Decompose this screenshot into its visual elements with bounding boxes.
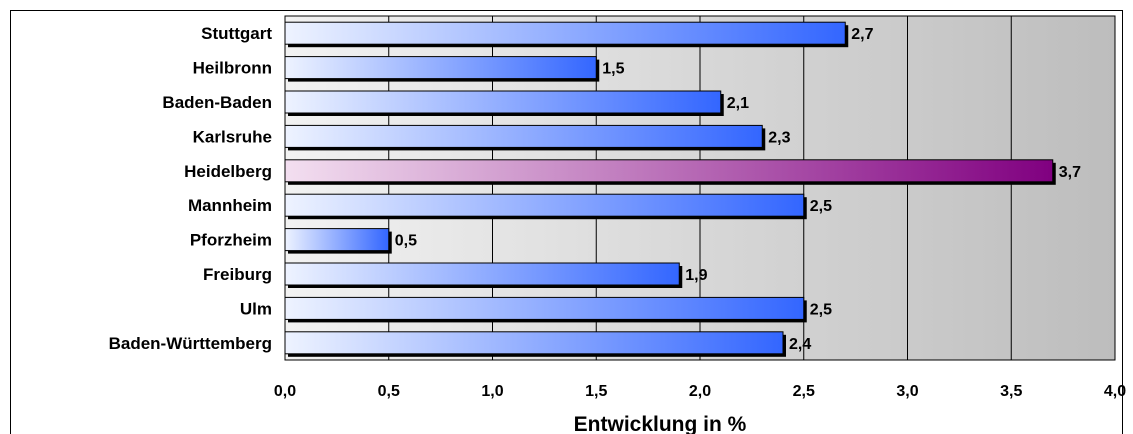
chart-frame xyxy=(10,10,1123,434)
data-label: 2,5 xyxy=(810,198,832,215)
category-label: Stuttgart xyxy=(201,24,272,43)
data-label: 2,1 xyxy=(727,95,749,112)
bar xyxy=(284,90,722,114)
x-tick-label: 2,5 xyxy=(793,383,815,400)
data-label: 0,5 xyxy=(395,233,417,250)
bar xyxy=(284,124,763,148)
bars: 2,7 1,5 2,1 2,3 3,7 2,5 0,5 1,9 2,5 2,4 xyxy=(284,21,1081,357)
bar-highlighted xyxy=(284,159,1054,183)
x-tick-label: 2,0 xyxy=(689,383,711,400)
bar xyxy=(284,228,390,252)
x-tick-label: 3,0 xyxy=(896,383,918,400)
x-tick-label: 1,0 xyxy=(481,383,503,400)
bar xyxy=(284,56,597,80)
bar xyxy=(284,331,784,355)
category-label: Heidelberg xyxy=(184,162,272,181)
bar xyxy=(284,262,680,286)
x-tick-labels: 0,0 0,5 1,0 1,5 2,0 2,5 3,0 3,5 4,0 xyxy=(274,383,1126,400)
x-tick-label: 3,5 xyxy=(1000,383,1022,400)
bar xyxy=(284,21,846,45)
category-label: Pforzheim xyxy=(190,231,272,250)
data-label: 1,5 xyxy=(602,61,624,78)
data-label: 2,7 xyxy=(851,26,873,43)
category-label: Freiburg xyxy=(203,265,272,284)
data-label: 2,4 xyxy=(789,336,811,353)
category-labels: Stuttgart Heilbronn Baden-Baden Karlsruhe He… xyxy=(109,24,273,353)
bar xyxy=(284,193,805,217)
category-label: Baden-Württemberg xyxy=(109,334,272,353)
x-tick-label: 0,5 xyxy=(378,383,400,400)
data-label: 2,3 xyxy=(768,129,790,146)
x-tick-label: 0,0 xyxy=(274,383,296,400)
category-label: Baden-Baden xyxy=(162,93,272,112)
x-axis-title: Entwicklung in % xyxy=(574,413,747,434)
x-tick-label: 4,0 xyxy=(1104,383,1126,400)
data-label: 3,7 xyxy=(1059,164,1081,181)
data-label: 1,9 xyxy=(685,267,707,284)
category-label: Ulm xyxy=(240,299,272,318)
category-label: Heilbronn xyxy=(193,59,272,78)
bar xyxy=(284,296,805,320)
category-label: Mannheim xyxy=(188,196,272,215)
data-label: 2,5 xyxy=(810,301,832,318)
category-label: Karlsruhe xyxy=(193,127,272,146)
x-tick-label: 1,5 xyxy=(585,383,607,400)
